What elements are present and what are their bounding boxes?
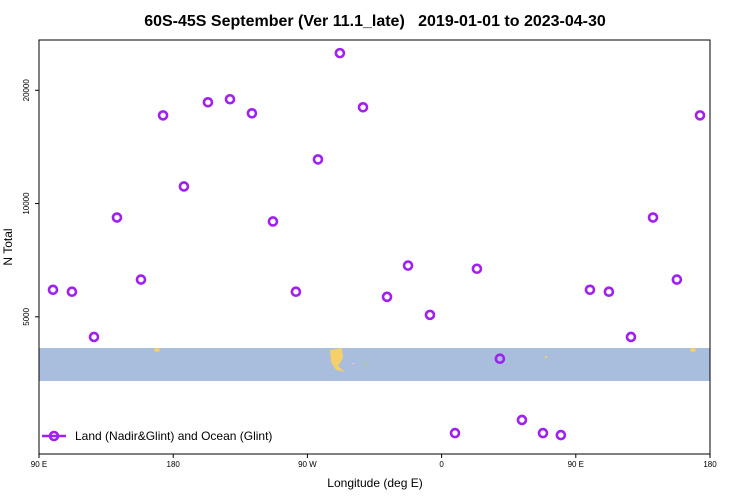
x-tick-label: 180 — [167, 460, 181, 469]
point — [402, 260, 414, 271]
x-tick-label: 90 E — [568, 460, 584, 469]
point — [246, 107, 258, 119]
y-tick-label: 5000 — [22, 307, 31, 325]
point — [537, 427, 549, 439]
point — [88, 331, 100, 343]
point — [202, 96, 214, 108]
land-shape — [154, 348, 160, 352]
point — [66, 286, 78, 298]
x-tick-label: 180 — [703, 460, 717, 469]
point — [584, 284, 596, 296]
map-band — [39, 348, 710, 381]
point — [312, 154, 324, 165]
legend-label: Land (Nadir&Glint) and Ocean (Glint) — [75, 429, 272, 443]
point — [290, 286, 302, 298]
point — [178, 181, 190, 192]
point — [516, 414, 528, 426]
point — [111, 212, 123, 223]
y-axis-label: N Total — [1, 228, 15, 265]
land-shape — [352, 363, 355, 364]
x-tick-label: 0 — [439, 460, 444, 469]
land-shape — [690, 348, 696, 352]
point — [603, 286, 615, 298]
x-tick-label: 90 W — [298, 460, 317, 469]
point — [47, 284, 59, 296]
point — [471, 263, 483, 275]
point — [224, 93, 236, 105]
x-tick-label: 90 E — [31, 460, 47, 469]
chart-title: 60S-45S September (Ver 11.1_late) 2019-0… — [144, 13, 606, 30]
land-shape — [330, 348, 345, 372]
point — [267, 216, 279, 227]
point — [157, 110, 169, 121]
y-tick-label: 10000 — [22, 192, 31, 215]
point — [381, 291, 393, 303]
point — [334, 47, 346, 59]
point — [694, 110, 706, 121]
legend-marker — [48, 430, 60, 442]
point — [555, 429, 567, 441]
point — [424, 309, 436, 321]
point — [647, 212, 659, 223]
point — [357, 101, 369, 113]
x-axis-label: Longitude (deg E) — [327, 476, 422, 490]
point — [494, 353, 506, 364]
point — [625, 331, 637, 343]
y-tick-label: 20000 — [22, 79, 31, 102]
land-shape — [545, 356, 547, 358]
point — [671, 274, 683, 285]
ocean-band — [39, 348, 710, 381]
plot-frame — [38, 39, 711, 455]
point — [449, 427, 461, 439]
point — [135, 274, 147, 285]
